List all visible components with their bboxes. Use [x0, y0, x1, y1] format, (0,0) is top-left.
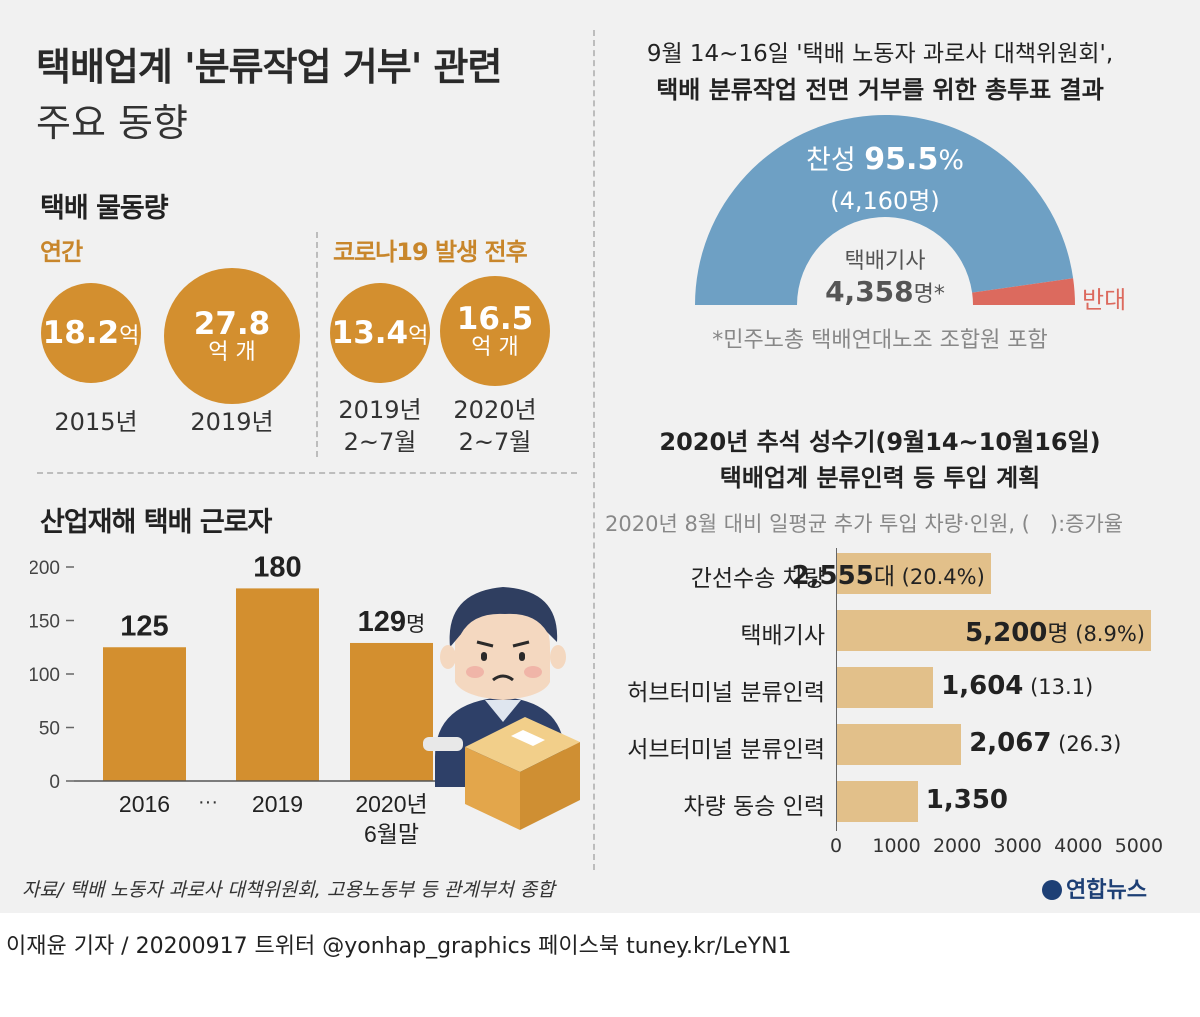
accident-gap-marker: ··· [198, 791, 218, 813]
plan-value-label: 1,350 [925, 785, 1009, 815]
oppose-label: 반대 [1082, 286, 1127, 314]
volume-heading: 택배 물동량 [40, 193, 169, 224]
approve-block: 찬성 95.5% (4,160명) [760, 138, 1010, 216]
plan-bar [836, 781, 918, 822]
approve-pct: 95.5 [864, 142, 939, 177]
plan-x-tick-label: 4000 [1054, 835, 1103, 857]
approve-label: 찬성 [806, 145, 856, 176]
plan-bar [836, 553, 991, 594]
plan-value-label: 2,555대 (20.4%) [791, 561, 985, 591]
plan-category-label: 서브터미널 분류인력 [627, 737, 825, 763]
plan-value-label: 2,067 (26.3) [969, 728, 1122, 758]
volume-year-2019: 2019년 [190, 408, 274, 436]
accident-bar [103, 647, 186, 781]
y-tick-label: 100 [30, 665, 60, 686]
y-tick-label: 0 [49, 772, 60, 793]
accident-bar [350, 642, 433, 781]
accident-category-label: 6월말 [364, 821, 419, 847]
accident-value-label: 125 [120, 610, 168, 642]
plan-x-tick-label: 0 [829, 835, 843, 857]
accident-category-label: 2016 [119, 791, 170, 817]
plan-x-tick-label: 5000 [1114, 835, 1164, 857]
annual-label: 연간 [40, 238, 83, 266]
covid-label: 코로나19 발생 전후 [333, 238, 528, 266]
volume-divider [316, 232, 318, 457]
accident-value-label: 180 [253, 551, 301, 583]
volume-year-2015: 2015년 [54, 408, 138, 436]
y-tick-label: 150 [30, 612, 60, 633]
approve-segment [695, 115, 1074, 305]
plan-title-line1: 2020년 추석 성수기(9월14~10월16일) [659, 428, 1101, 456]
plan-x-tick-label: 1000 [872, 835, 921, 857]
plan-category-label: 간선수송 차량 [690, 566, 825, 592]
main-title: 택배업계 '분류작업 거부' 관련 [36, 45, 502, 89]
plan-subtitle: 2020년 8월 대비 일평균 추가 투입 차량·인원, ( ):증가율 [605, 512, 1124, 536]
credit-line: 이재윤 기자 / 20200917 트위터 @yonhap_graphics 페… [6, 934, 792, 959]
vote-footnote: *민주노총 택배연대노조 조합원 포함 [712, 328, 1048, 353]
center-label: 택배기사 [844, 249, 926, 274]
volume-circle-2020-feb-jul: 16.5 억 개 [440, 276, 550, 386]
yonhap-logo: 연합뉴스 [1042, 872, 1147, 904]
plan-value-label: 5,200명 (8.9%) [965, 618, 1145, 648]
vote-title-line2: 택배 분류작업 전면 거부를 위한 총투표 결과 [656, 76, 1104, 104]
accident-bar-chart: 05010015020012520161802019129명2020년6월말··… [30, 551, 440, 847]
plan-title-line2: 택배업계 분류인력 등 투입 계획 [719, 464, 1041, 492]
plan-x-tick-label: 2000 [932, 835, 982, 857]
y-tick-label: 50 [39, 719, 60, 740]
accident-bar [236, 588, 319, 781]
volume-circle-2019: 27.8 억 개 [164, 268, 300, 404]
approve-count: (4,160명) [830, 187, 940, 215]
plan-value-label: 1,604 (13.1) [941, 671, 1094, 701]
vertical-divider [593, 30, 595, 870]
accident-category-label: 2020년 [355, 791, 427, 817]
volume-period-2020: 2020년 2~7월 [453, 396, 537, 457]
volume-circle-2015: 18.2억 [41, 283, 141, 383]
center-block: 택배기사 4,358명* [790, 243, 980, 308]
source-note: 자료/ 택배 노동자 과로사 대책위원회, 고용노동부 등 관계부처 종합 [22, 879, 555, 901]
plan-category-label: 허브터미널 분류인력 [627, 680, 825, 706]
y-tick-label: 200 [30, 558, 60, 579]
volume-circle-2019-feb-jul: 13.4억 [330, 283, 430, 383]
center-value: 4,358 [825, 275, 914, 308]
vote-title-line1: 9월 14~16일 '택배 노동자 과로사 대책위원회', [646, 41, 1114, 67]
accident-category-label: 2019 [252, 791, 303, 817]
logo-icon [1042, 880, 1062, 900]
oppose-segment [972, 278, 1075, 305]
plan-x-tick-label: 3000 [993, 835, 1042, 857]
vote-half-donut [695, 115, 1075, 305]
main-subtitle: 주요 동향 [36, 101, 188, 145]
plan-category-label: 택배기사 [740, 623, 825, 649]
plan-bar [836, 667, 934, 708]
horizontal-divider [37, 472, 577, 474]
worker-with-box-illustration [423, 587, 580, 830]
accident-chart-title: 산업재해 택배 근로자 [40, 507, 272, 538]
plan-bar [836, 724, 962, 765]
plan-category-label: 차량 동승 인력 [683, 794, 825, 820]
volume-period-2019: 2019년 2~7월 [338, 396, 422, 457]
infographic-panel [0, 0, 1200, 913]
plan-y-axis [836, 548, 837, 831]
plan-bar [836, 610, 1151, 651]
